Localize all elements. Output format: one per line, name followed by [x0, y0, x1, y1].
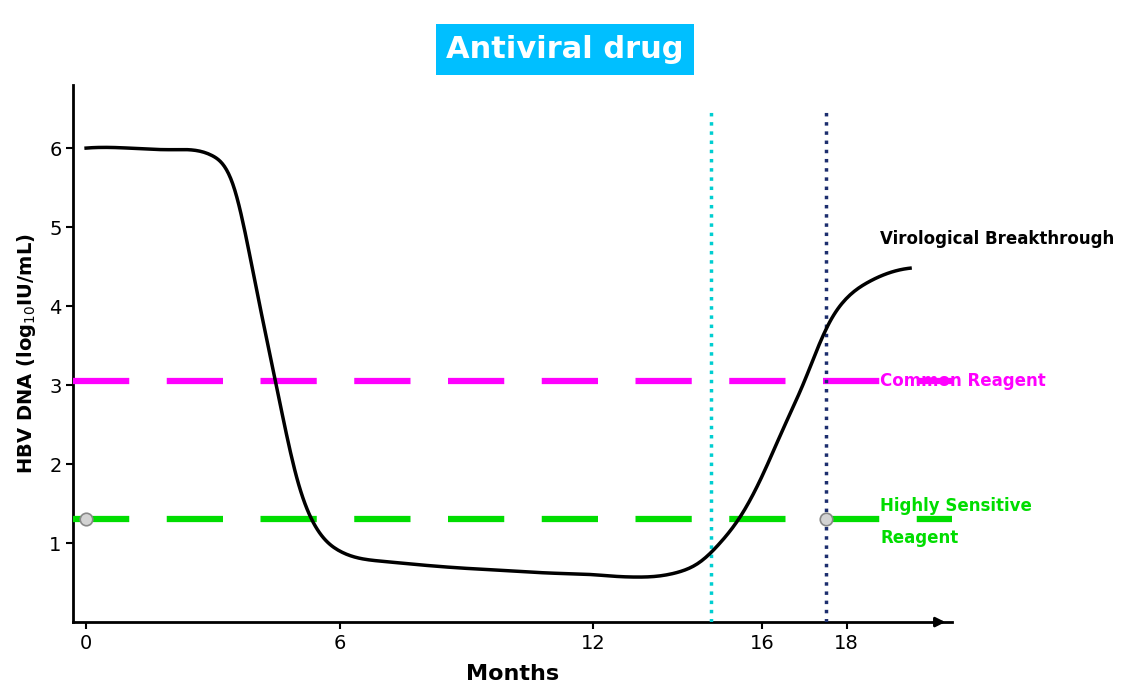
Text: Reagent: Reagent [880, 529, 958, 547]
Text: Antiviral drug: Antiviral drug [446, 35, 684, 64]
Text: Highly Sensitive: Highly Sensitive [880, 498, 1033, 515]
Y-axis label: HBV DNA (log$_{10}$IU/mL): HBV DNA (log$_{10}$IU/mL) [15, 233, 38, 474]
Text: Virological Breakthrough: Virological Breakthrough [880, 230, 1114, 248]
Text: Common Reagent: Common Reagent [880, 372, 1046, 390]
X-axis label: Months: Months [467, 664, 559, 684]
